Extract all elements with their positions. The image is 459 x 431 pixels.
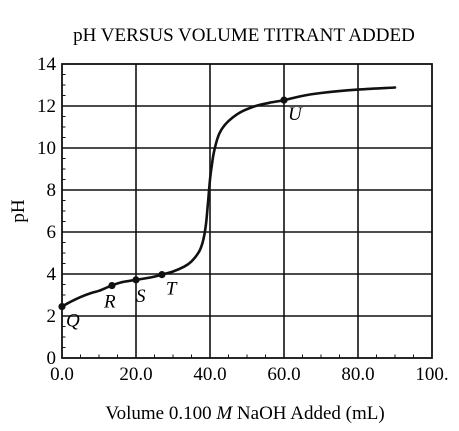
point-label-s: S	[136, 286, 146, 307]
marker-layer: Q R S T U	[58, 96, 303, 332]
minor-ticks	[61, 63, 433, 359]
y-tick-label: 0	[47, 348, 57, 369]
point-marker-t	[158, 271, 166, 279]
point-marker-q	[58, 302, 66, 311]
point-label-r: R	[103, 292, 116, 313]
chart-title: pH VERSUS VOLUME TITRANT ADDED	[73, 25, 415, 46]
y-tick-label: 10	[37, 138, 56, 159]
y-tick-label: 4	[47, 264, 57, 285]
x-axis-title-part-1: Volume 0.100	[105, 403, 216, 424]
point-label-u: U	[288, 104, 303, 125]
x-tick-label: 80.0	[341, 364, 374, 385]
point-marker-u	[280, 96, 288, 104]
point-marker-r	[108, 281, 116, 290]
x-tick-label: 20.0	[119, 364, 152, 385]
point-label-q: Q	[66, 311, 80, 332]
x-tick-label: 0.0	[50, 364, 74, 385]
tick-labels: 0 2 4 6 8 10 12 14 0.0 20.0 40.0 60.0 80.0 100.	[37, 54, 449, 385]
y-tick-label: 2	[47, 306, 57, 327]
point-marker-s	[132, 276, 140, 284]
y-tick-label: 8	[47, 180, 57, 201]
x-axis-title-unit: M	[215, 403, 233, 424]
x-axis-title: Volume 0.100 M NaOH Added (mL)	[105, 403, 384, 424]
point-label-t: T	[166, 279, 178, 300]
x-tick-label: 100.	[415, 364, 448, 385]
y-axis-title: pH	[8, 199, 29, 223]
x-tick-label: 40.0	[193, 364, 226, 385]
x-tick-label: 60.0	[267, 364, 300, 385]
y-tick-label: 12	[37, 96, 56, 117]
x-axis-title-part-2: NaOH Added (mL)	[232, 403, 385, 424]
y-tick-label: 14	[37, 54, 57, 75]
y-tick-label: 6	[47, 222, 57, 243]
